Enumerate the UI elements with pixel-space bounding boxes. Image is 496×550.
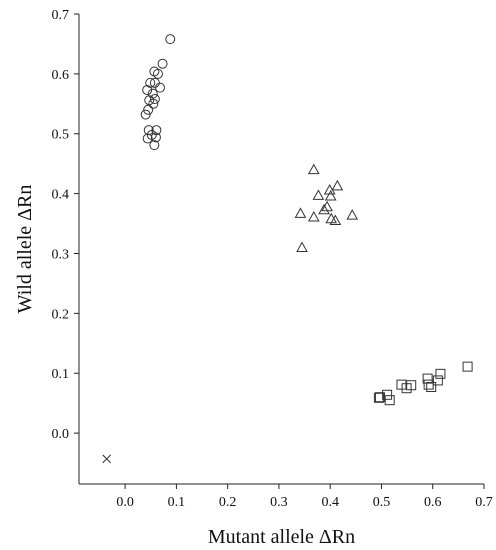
triangle-point: [325, 212, 338, 224]
circle-point: [165, 34, 176, 45]
circle-point: [149, 66, 160, 77]
circle-point: [149, 140, 160, 151]
triangle-point: [294, 207, 307, 218]
x-tick-label: 0.4: [321, 495, 339, 510]
circle-point: [142, 85, 153, 96]
x-tick-label: 0.3: [270, 495, 288, 510]
circle-point: [142, 133, 153, 144]
triangle-point: [321, 200, 333, 212]
triangle-point: [296, 241, 308, 253]
square-point: [423, 379, 434, 390]
triangle-point: [324, 189, 337, 201]
square-point: [462, 361, 473, 372]
triangle-point: [307, 163, 320, 175]
y-tick-label: 0.5: [52, 128, 70, 143]
y-tick-label: 0.4: [52, 188, 70, 203]
triangle-point: [323, 183, 336, 195]
x-tick-label: 0.1: [168, 495, 186, 510]
square-point: [384, 395, 395, 406]
x-tick-label: 0.6: [424, 495, 442, 510]
x-axis-title: Mutant allele ΔRn: [208, 526, 355, 548]
y-tick-label: 0.3: [52, 247, 70, 262]
square-point: [435, 368, 446, 379]
y-tick-label: 0.7: [52, 8, 70, 23]
y-tick-label: 0.0: [52, 427, 70, 442]
x-tick-label: 0.0: [116, 495, 134, 510]
y-tick-label: 0.2: [52, 307, 70, 322]
square-point: [374, 392, 385, 403]
x-tick-label: 0.2: [219, 495, 237, 510]
circle-point: [149, 94, 160, 105]
square-point: [382, 389, 393, 400]
triangle-point: [329, 214, 342, 226]
circle-point: [148, 98, 159, 109]
square-point: [396, 379, 407, 390]
circle-point: [152, 68, 163, 79]
square-point: [401, 383, 412, 394]
data-points: [102, 34, 473, 464]
triangle-point: [307, 210, 320, 222]
axes: [78, 14, 484, 485]
square-point: [432, 375, 443, 386]
circle-point: [150, 132, 161, 143]
square-point: [373, 392, 384, 403]
cross-point: [102, 454, 112, 464]
y-tick-label: 0.1: [52, 367, 70, 382]
y-axis-ticks: 0.0 0.1 0.2 0.3 0.4 0.5 0.6 0.7: [52, 8, 79, 442]
x-tick-label: 0.7: [475, 495, 493, 510]
triangle-point: [331, 179, 344, 191]
y-tick-label: 0.6: [52, 68, 70, 83]
circle-point: [157, 58, 168, 69]
circle-point: [147, 88, 158, 99]
triangle-point: [318, 203, 330, 215]
circle-point: [145, 77, 156, 88]
circle-point: [143, 104, 154, 115]
circle-point: [140, 109, 151, 120]
y-axis-title: Wild allele ΔRn: [14, 185, 36, 314]
square-point: [422, 373, 433, 384]
triangle-point: [312, 189, 325, 200]
square-point: [426, 382, 437, 393]
x-tick-label: 0.5: [373, 495, 391, 510]
circle-point: [155, 82, 165, 93]
x-axis-ticks: 0.0 0.1 0.2 0.3 0.4 0.5 0.6 0.7: [116, 484, 493, 510]
triangle-point: [346, 209, 359, 220]
